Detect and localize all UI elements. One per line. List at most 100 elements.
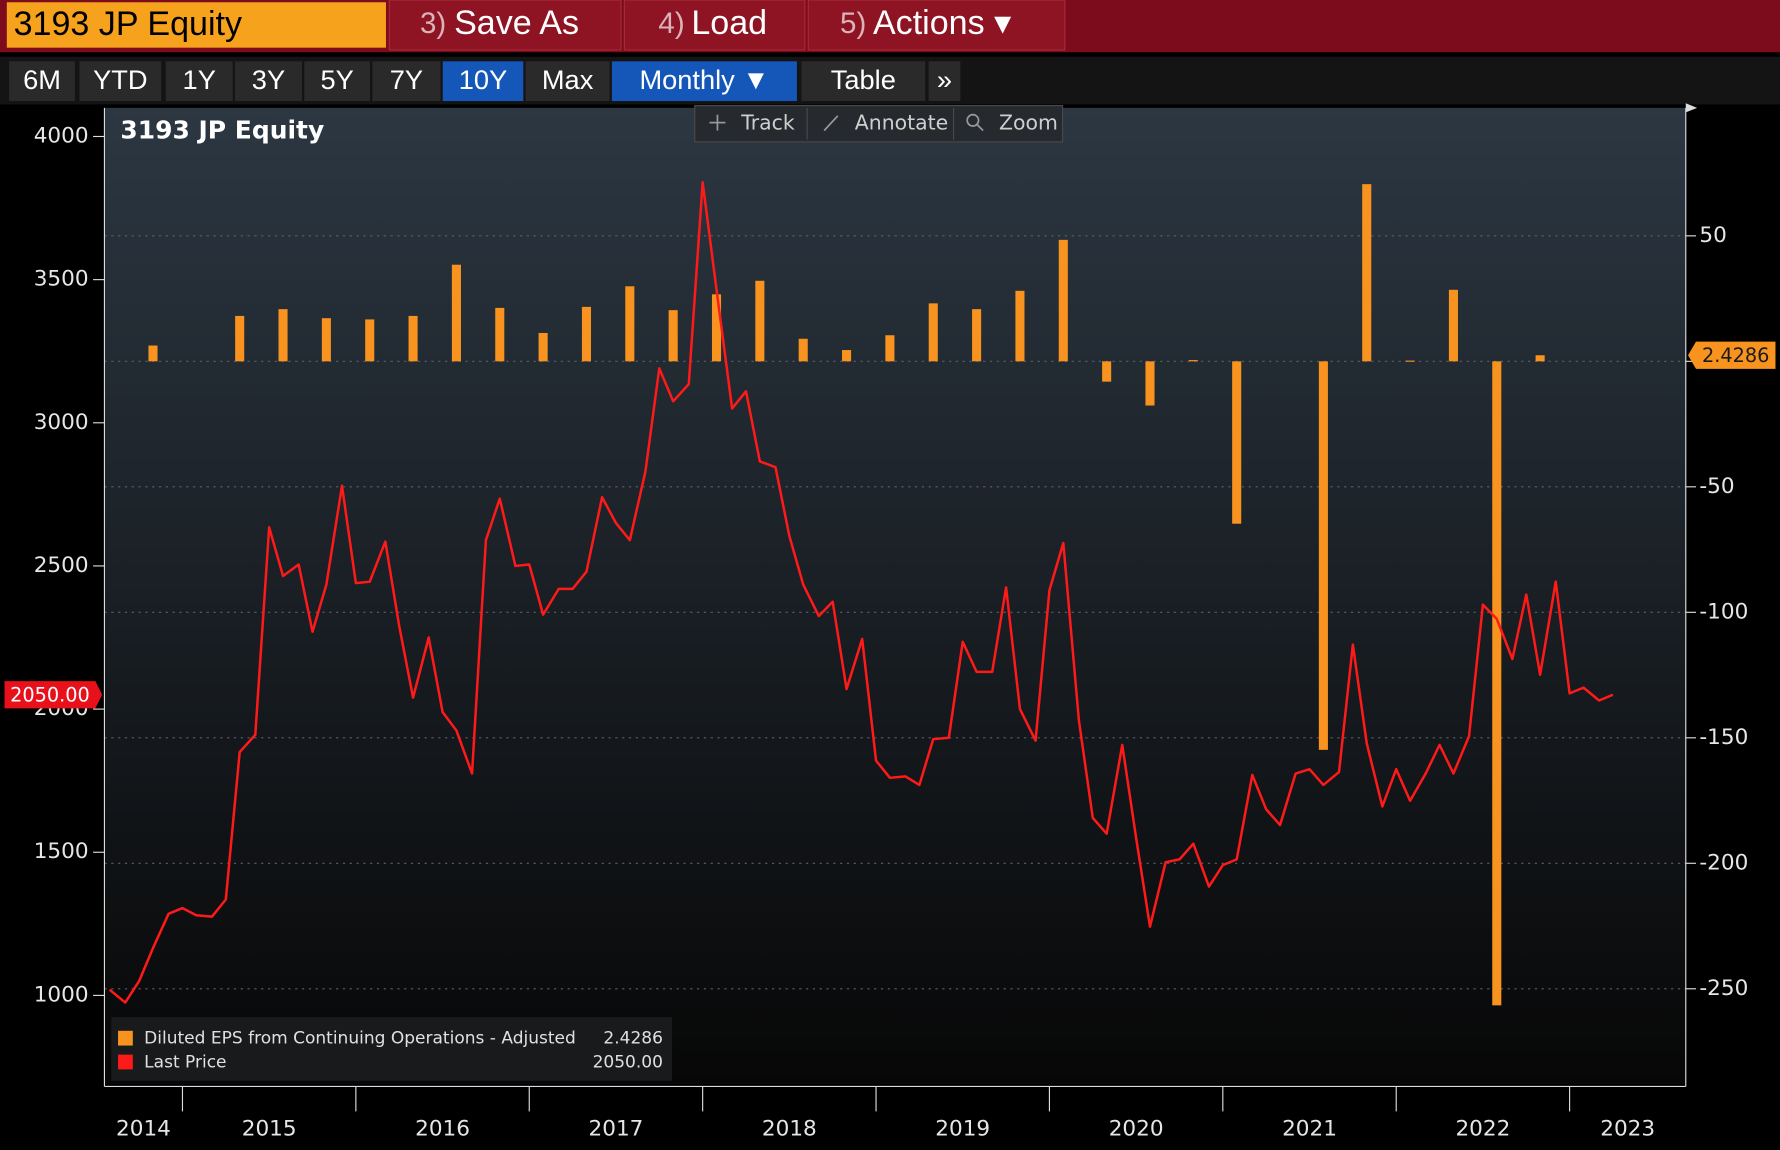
annotate-icon [823,115,839,132]
tab[interactable] [611,61,797,102]
tab[interactable] [928,61,961,102]
eps-bar [495,307,505,362]
eps-bar [1535,355,1545,362]
plot-area [104,107,1686,1085]
chart-title: 3193 JP Equity [120,116,324,145]
tab-label: 5Y [320,64,353,95]
tabs: 6M YTD 1Y 3Y 5Y 7Y 10Y Max Monthly ▼ Table » [9,61,961,102]
eps-bar [1362,184,1372,362]
eps-bar [451,264,461,362]
x-tick-label: 2014 [116,1117,171,1142]
legend-value: 2.4286 [603,1029,663,1049]
last-value-tag [1688,341,1776,369]
tab-label: » [937,64,952,95]
tab[interactable] [525,61,610,102]
load-button[interactable] [623,0,806,51]
eps-bar [668,310,678,362]
y2-axis-arrow [1685,103,1698,113]
x-tick-label: 2022 [1455,1117,1510,1142]
x-tick-label: 2020 [1109,1117,1164,1142]
tab[interactable] [79,61,162,102]
x-tick-label: 2019 [935,1117,990,1142]
last-value-label: 2.4286 [1702,344,1769,367]
eps-bar [798,338,808,362]
ticker-input[interactable] [6,2,386,48]
eps-bar [365,319,375,362]
eps-bar [278,309,288,362]
tab-label: Monthly ▼ [639,64,769,95]
tab-label: YTD [93,64,147,95]
tab[interactable] [304,61,371,102]
eps-bar [625,286,635,362]
eps-bar [1145,361,1155,406]
price-line [108,181,1614,1004]
save-as-button[interactable] [388,0,622,51]
eps-bar [1015,290,1025,362]
tool-label: Annotate [855,111,948,135]
eps-bar [321,318,331,362]
legend-label: Diluted EPS from Continuing Operations -… [144,1029,576,1049]
eps-bar [1492,361,1502,1006]
eps-bar [1188,360,1198,362]
x-tick-label: 2021 [1282,1117,1337,1142]
y-tick-label: 2500 [34,553,89,578]
eps-bar [1232,361,1242,524]
button-label: Save As [454,4,579,42]
button-key: 4) [658,7,684,40]
tool-label: Zoom [999,111,1058,135]
y2-tick-label: -50 [1699,474,1734,499]
tool-icons [709,113,984,132]
y-tick-label: 1000 [34,982,89,1007]
tab-label: 3Y [252,64,285,95]
eps-bar [1318,361,1328,750]
eps-bar [711,294,722,362]
eps-bar [235,315,245,362]
button-key: 3) [420,7,446,40]
eps-bar [148,345,158,362]
ticker-text: 3193 JP Equity [14,5,242,43]
actions-button[interactable] [807,0,1066,51]
last-value-label: 2050.00 [10,683,90,706]
tab-label: Max [542,64,594,95]
y-tick-label: 3500 [34,267,89,292]
legend-swatch [118,1030,133,1046]
legend-swatch [118,1054,133,1070]
button-label: Actions ▾ [873,4,1011,42]
eps-bar [408,315,418,362]
y-tick-label: 4000 [34,123,89,148]
y2-tick-label: -100 [1699,599,1748,624]
eps-bar [842,350,852,362]
eps-bar [972,309,982,362]
eps-bar [1448,289,1458,362]
eps-bar [928,303,938,362]
last-value-tag [4,681,103,709]
x-tick-label: 2023 [1600,1117,1655,1142]
x-tick-label: 2018 [762,1117,817,1142]
tool-label: Track [740,111,795,135]
y-tick-label: 3000 [34,410,89,435]
tab[interactable] [234,61,302,102]
eps-bar [755,280,765,362]
y2-tick-label: -200 [1699,850,1748,875]
tab[interactable] [372,61,441,102]
button-label: Load [691,4,767,42]
y2-tick-label: -250 [1699,976,1748,1001]
x-tick-label: 2016 [415,1117,470,1142]
zoom-icon [966,113,980,127]
x-tick-label: 2015 [242,1117,297,1142]
eps-bar [581,306,592,362]
tab[interactable] [801,61,926,102]
eps-bar [1405,360,1415,362]
tab-label: 1Y [183,64,216,95]
y-tick-label: 1500 [34,839,89,864]
tab[interactable] [442,61,524,102]
tab-label: 10Y [459,64,507,95]
tab[interactable] [165,61,233,102]
eps-bar [1102,361,1112,382]
y2-tick-label: 50 [1699,223,1726,248]
y2-tick-label: -150 [1699,725,1748,750]
chart-tools [694,105,1064,143]
tab[interactable] [9,61,75,102]
